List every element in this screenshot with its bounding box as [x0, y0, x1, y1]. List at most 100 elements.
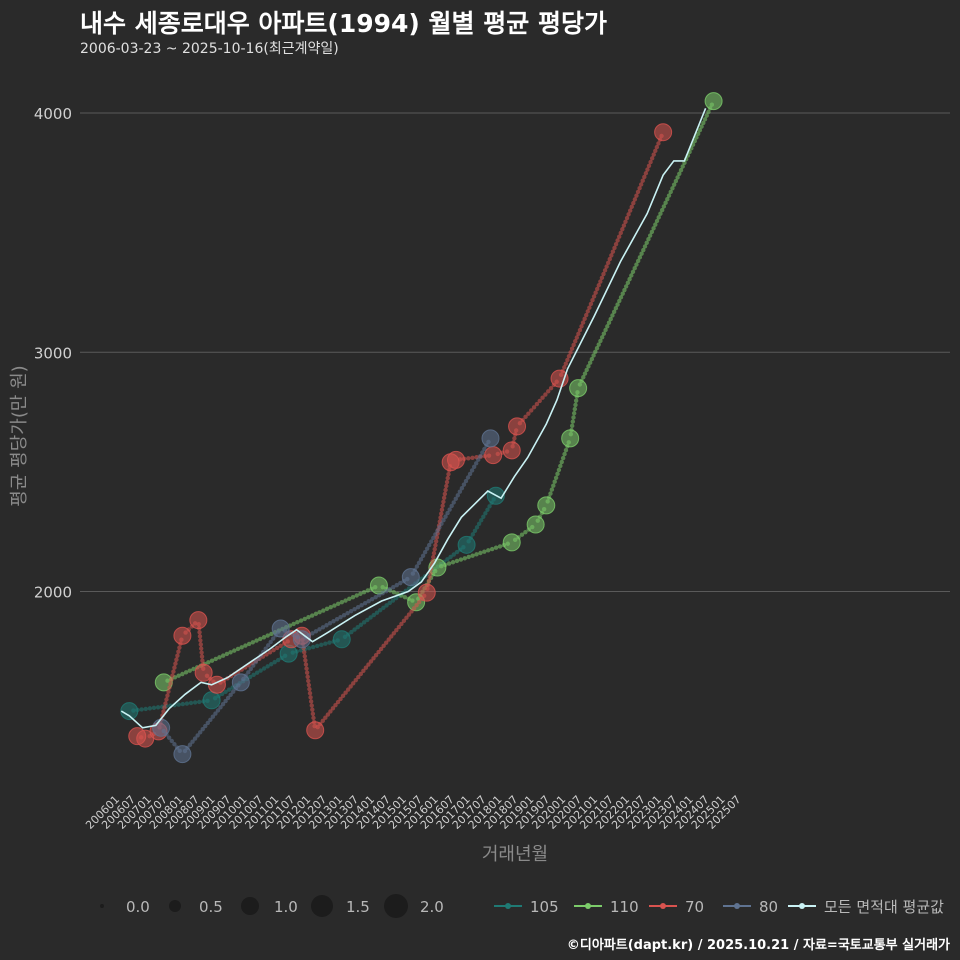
connector-dot: [389, 634, 394, 639]
connector-dot: [411, 606, 417, 611]
connector-dot: [325, 712, 331, 717]
connector-dot: [486, 548, 491, 553]
connector-dot: [449, 503, 454, 509]
connector-dot: [602, 268, 608, 273]
connector-dot: [580, 320, 586, 325]
connector-dot: [599, 335, 605, 340]
connector-dot: [368, 615, 373, 620]
connector-dot: [306, 615, 311, 620]
connector-dot: [584, 312, 589, 318]
connector-dot: [315, 643, 320, 649]
connector-dot: [247, 674, 253, 680]
connector-dot: [463, 478, 469, 484]
data-point: 80: 2640: [481, 429, 500, 448]
connector-dot: [391, 631, 396, 636]
connector-dot: [431, 554, 436, 560]
connector-dot: [331, 619, 336, 624]
connector-dot: [171, 669, 176, 674]
connector-dot: [226, 687, 232, 692]
connector-dot: [228, 692, 233, 698]
connector-dot: [699, 124, 704, 129]
data-point: 70: 1995: [417, 583, 436, 602]
connector-dot: [197, 630, 202, 635]
connector-dot: [439, 507, 445, 512]
connector-dot: [577, 327, 583, 333]
series-모든 면적대 평균값: [120, 108, 707, 729]
data-point: 80: 1430: [152, 718, 171, 737]
connector-dot: [439, 521, 444, 526]
connector-dot: [585, 309, 591, 314]
connector-dot: [665, 196, 670, 202]
connector-dot: [365, 588, 371, 593]
connector-dot: [313, 629, 319, 634]
connector-dot: [559, 459, 564, 465]
connector-dot: [643, 171, 649, 176]
connector-dot: [483, 511, 488, 516]
connector-dot: [302, 616, 307, 622]
connector-dot: [271, 636, 276, 641]
connector-dot: [482, 549, 487, 554]
connector-dot: [642, 244, 648, 249]
connector-dot: [474, 552, 479, 557]
connector-dot: [590, 297, 595, 303]
size-legend-circle: [241, 897, 259, 915]
connector-dot: [675, 175, 680, 180]
connector-dot: [386, 637, 391, 642]
connector-dot: [641, 247, 646, 253]
connector-dot: [432, 547, 437, 552]
connector-dot: [188, 700, 194, 706]
connector-dot: [573, 339, 578, 344]
connector-dot: [487, 504, 492, 509]
connector-dot: [302, 654, 308, 659]
connector-dot: [646, 163, 652, 168]
connector-dot: [191, 666, 196, 672]
connector-dot: [446, 471, 451, 477]
connector-dot: [454, 558, 460, 564]
legend-key-dot: [505, 903, 511, 909]
connector-dot: [446, 561, 452, 566]
connector-dot: [239, 645, 244, 650]
connector-dot: [176, 673, 181, 678]
connector-dot: [305, 674, 310, 679]
connector-dot: [558, 463, 563, 469]
size-legend-label: 2.0: [420, 898, 444, 916]
connector-dot: [609, 253, 614, 258]
connector-dot: [591, 294, 597, 299]
data-point: 110: 2640: [561, 429, 580, 448]
connector-dot: [433, 539, 439, 544]
chart-subtitle: 2006-03-23 ~ 2025-10-16(최근계약일): [80, 41, 339, 57]
connector-dot: [402, 595, 408, 600]
connector-dot: [198, 638, 203, 643]
connector-dot: [184, 701, 190, 706]
connector-dot: [398, 580, 403, 586]
connector-dot: [376, 649, 381, 655]
connector-dot: [295, 620, 300, 625]
connector-dot: [519, 532, 525, 537]
connector-dot: [162, 705, 167, 710]
series-80: 80: 143080: 132080: 162080: 184580: 1800…: [152, 429, 500, 764]
connector-dot: [654, 144, 660, 150]
connector-dot: [534, 401, 540, 407]
connector-dot: [361, 668, 366, 674]
series-layer: 105: 1500105: 1545105: 1740105: 1800105:…: [120, 92, 723, 764]
connector-dot: [562, 365, 567, 370]
connector-dot: [433, 532, 438, 537]
connector-dot: [632, 266, 637, 271]
connector-dot: [472, 528, 478, 534]
connector-dot: [587, 360, 593, 365]
connector-dot: [418, 557, 424, 562]
connector-dot: [266, 643, 271, 648]
connector-dot: [482, 446, 487, 452]
connector-dot: [394, 582, 399, 588]
connector-dot: [616, 234, 622, 239]
data-point: 70: 2550: [446, 450, 465, 469]
connector-dot: [254, 670, 260, 675]
connector-dot: [198, 642, 203, 647]
connector-dot: [631, 200, 636, 206]
connector-dot: [606, 320, 612, 325]
connector-dot: [489, 546, 495, 552]
connector-dot: [431, 535, 436, 541]
connector-dot: [363, 665, 369, 670]
connector-dot: [377, 592, 382, 598]
connector-dot: [480, 450, 485, 455]
